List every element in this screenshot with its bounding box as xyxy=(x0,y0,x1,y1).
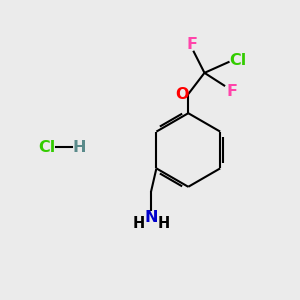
Text: O: O xyxy=(175,87,189,102)
Text: H: H xyxy=(157,216,170,231)
Text: H: H xyxy=(73,140,86,154)
Text: N: N xyxy=(144,210,158,225)
Text: Cl: Cl xyxy=(229,53,246,68)
Text: H: H xyxy=(133,216,145,231)
Text: F: F xyxy=(226,84,237,99)
Text: Cl: Cl xyxy=(38,140,56,154)
Text: F: F xyxy=(186,38,197,52)
